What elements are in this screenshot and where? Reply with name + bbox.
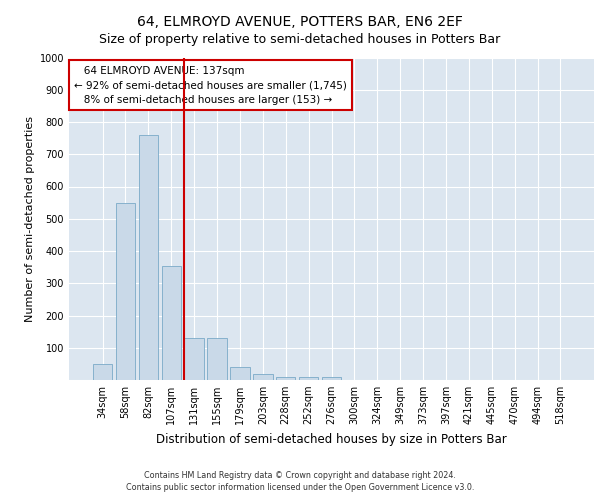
Bar [299,377,319,380]
Bar [208,338,227,380]
Text: Contains HM Land Registry data © Crown copyright and database right 2024.
Contai: Contains HM Land Registry data © Crown c… [126,471,474,492]
Bar [253,374,272,380]
Bar [161,266,181,380]
Text: 64 ELMROYD AVENUE: 137sqm   
← 92% of semi-detached houses are smaller (1,745)
 : 64 ELMROYD AVENUE: 137sqm ← 92% of semi-… [74,66,347,105]
X-axis label: Distribution of semi-detached houses by size in Potters Bar: Distribution of semi-detached houses by … [156,432,507,446]
Text: 64, ELMROYD AVENUE, POTTERS BAR, EN6 2EF: 64, ELMROYD AVENUE, POTTERS BAR, EN6 2EF [137,15,463,29]
Bar [276,377,295,380]
Bar [230,367,250,380]
Bar [322,378,341,380]
Bar [184,338,204,380]
Bar [93,364,112,380]
Text: Size of property relative to semi-detached houses in Potters Bar: Size of property relative to semi-detach… [100,32,500,46]
Bar [116,202,135,380]
Y-axis label: Number of semi-detached properties: Number of semi-detached properties [25,116,35,322]
Bar [139,135,158,380]
